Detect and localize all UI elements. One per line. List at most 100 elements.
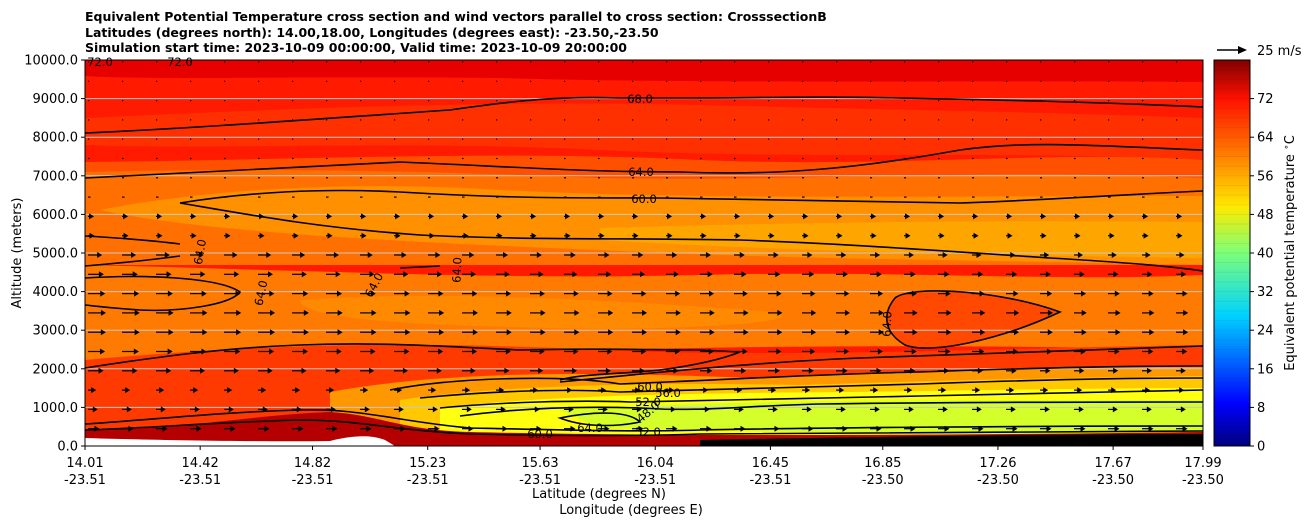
- wind-arrow: [1074, 290, 1087, 297]
- wind-arrow: [122, 425, 134, 432]
- wind-arrow: [700, 425, 712, 432]
- wind-arrow: [802, 309, 817, 316]
- wind-arrow: [564, 425, 576, 432]
- wind-arrow: [1108, 213, 1115, 220]
- wind-arrow: [1176, 271, 1187, 278]
- wind-arrow: [632, 271, 646, 278]
- colorbar-fill: [1214, 60, 1250, 446]
- wind-arrow: [870, 290, 884, 297]
- wind-arrow: [632, 406, 642, 413]
- y-tick-label: 10000.0: [24, 54, 78, 69]
- wind-arrow: [598, 367, 611, 374]
- contour-label: 56.0: [655, 386, 681, 400]
- wind-arrow: [394, 329, 411, 336]
- wind-arrow: [462, 367, 476, 374]
- wind-arrow: [598, 348, 613, 355]
- wind-arrow: [1006, 213, 1013, 220]
- wind-arrow: [258, 406, 268, 413]
- wind-arrow: [428, 271, 443, 278]
- wind-arrow: [1108, 232, 1115, 239]
- contour-label: 64.0: [191, 238, 209, 266]
- wind-arrow: [802, 406, 812, 413]
- wind-arrow: [156, 406, 166, 413]
- wind-arrow: [1006, 329, 1019, 336]
- contour-line-64-left-2: [85, 255, 181, 267]
- wind-arrow: [462, 309, 478, 316]
- wind-arrow: [292, 367, 307, 374]
- title-line-3: Simulation start time: 2023-10-09 00:00:…: [85, 40, 627, 55]
- wind-arrow: [1040, 271, 1051, 278]
- wind-arrow: [530, 290, 545, 297]
- wind-arrow: [496, 271, 510, 278]
- wind-arrow: [1176, 348, 1188, 355]
- wind-arrow: [564, 232, 571, 239]
- wind-arrow: [292, 232, 299, 239]
- wind-arrow: [870, 252, 881, 258]
- contour-label: 52.0: [635, 395, 661, 409]
- wind-arrow: [1040, 329, 1053, 336]
- wind-arrow: [1006, 425, 1018, 432]
- wind-arrow: [564, 271, 578, 278]
- wind-arrow: [462, 406, 472, 413]
- wind-arrow: [904, 213, 911, 220]
- wind-arrow: [190, 329, 208, 336]
- wind-arrow: [938, 329, 952, 336]
- wind-arrow: [462, 271, 476, 278]
- wind-arrow: [938, 387, 947, 394]
- wind-arrow: [258, 290, 275, 297]
- wind-arrow: [768, 425, 780, 432]
- contour-line-surface-1: [85, 409, 1203, 432]
- chart-title: Equivalent Potential Temperature cross s…: [85, 9, 827, 56]
- wind-arrow: [870, 348, 883, 355]
- wind-arrow: [564, 329, 580, 336]
- wind-arrow: [1074, 213, 1081, 220]
- wind-arrow: [462, 252, 475, 258]
- x-tick-label-lat: 15.23: [409, 456, 446, 471]
- band-56: [600, 221, 1203, 258]
- wind-arrow: [1176, 425, 1188, 432]
- wind-arrow: [1176, 232, 1183, 239]
- wind-arrow: [904, 252, 914, 258]
- wind-arrow: [258, 387, 267, 394]
- contour-line-64-center: [399, 265, 441, 269]
- wind-arrow: [598, 387, 607, 394]
- wind-arrow: [734, 406, 744, 413]
- wind-arrow: [598, 232, 605, 239]
- colorbar-tick-label: 72: [1257, 92, 1274, 107]
- colorbar-tick-label: 24: [1257, 324, 1274, 339]
- wind-arrow: [224, 232, 231, 239]
- contour-line-68: [85, 96, 1203, 134]
- wind-arrow: [530, 309, 546, 316]
- wind-arrow: [1006, 309, 1020, 316]
- wind-arrow: [598, 213, 605, 220]
- wind-arrow: [190, 387, 199, 394]
- wind-arrow: [904, 232, 911, 239]
- wind-arrow: [938, 367, 950, 374]
- wind-arrow: [1040, 425, 1052, 432]
- wind-arrow: [1176, 213, 1183, 220]
- wind-arrow: [564, 387, 573, 394]
- wind-arrow: [870, 406, 880, 413]
- wind-arrow: [1040, 213, 1047, 220]
- contour-label: 64.0: [628, 165, 654, 179]
- wind-arrow: [122, 252, 137, 258]
- contour-line-64-mid: [85, 343, 741, 381]
- colorbar-ticks: 0 8 16 24 32 40 48 56 64 72: [1250, 92, 1274, 455]
- wind-arrow: [496, 387, 505, 394]
- colorbar-tick-label: 40: [1257, 247, 1274, 262]
- wind-arrow: [360, 213, 367, 220]
- colorbar-tick-label: 0: [1257, 440, 1265, 455]
- contour-line-60-lower: [179, 202, 1203, 272]
- wind-arrow: [700, 367, 713, 374]
- wind-arrow: [1142, 425, 1154, 432]
- wind-arrow: [1142, 329, 1155, 336]
- contour-label: 64.0: [577, 421, 603, 435]
- contour-lines: [85, 96, 1203, 437]
- wind-arrow: [326, 348, 342, 355]
- wind-arrow: [326, 367, 341, 374]
- wind-arrow: [598, 290, 613, 297]
- wind-arrow: [258, 252, 272, 258]
- wind-arrow: [1040, 406, 1050, 413]
- wind-arrow: [972, 290, 985, 297]
